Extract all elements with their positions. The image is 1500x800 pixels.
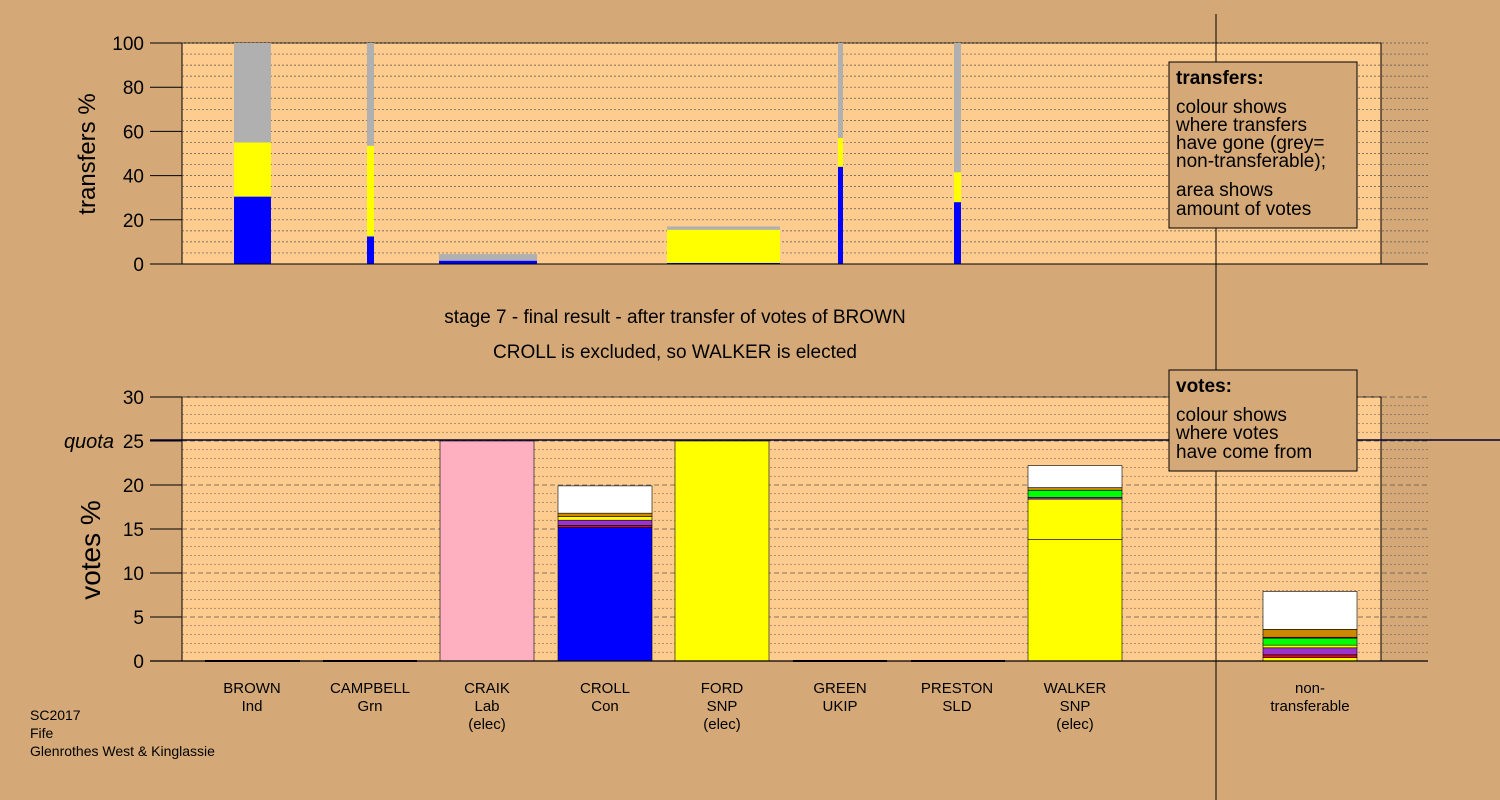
votes-legend-line: have come from (1176, 442, 1312, 463)
candidate-party: Grn (357, 698, 382, 715)
candidate-name: WALKER (1044, 680, 1107, 697)
votes-bar-segment (557, 485, 653, 514)
nontransferable-label: transferable (1270, 698, 1349, 715)
votes-bar-segment (674, 440, 770, 662)
candidate-status: (elec) (703, 716, 741, 733)
votes-bar-segment (557, 512, 653, 517)
candidate-party: UKIP (822, 698, 857, 715)
votes-legend-line: colour shows (1176, 405, 1287, 426)
candidate-name: PRESTON (921, 680, 993, 697)
votes-bar-segment (1262, 629, 1358, 638)
candidate-party: SNP (707, 698, 738, 715)
votes-bar-segment (1027, 465, 1123, 488)
votes-bar-segment (557, 516, 653, 521)
transfers-y-axis-label: transfers % (74, 93, 101, 214)
candidate-name: FORD (701, 680, 744, 697)
votes-tick-label: 25 (123, 432, 144, 453)
footer-ward: Glenrothes West & Kinglassie (30, 743, 215, 759)
transfers-legend-line: amount of votes (1176, 199, 1311, 220)
votes-legend-box (1168, 369, 1358, 472)
votes-legend-title: votes: (1176, 376, 1232, 397)
transfers-bar-segment (954, 202, 961, 264)
votes-bar-segment (1262, 647, 1358, 656)
transfers-legend-line: where transfers (1175, 115, 1307, 136)
transfers-tick-label: 100 (112, 34, 144, 55)
candidate-party: Ind (242, 698, 263, 715)
transfers-bar-segment (667, 229, 780, 263)
candidate-party: SLD (942, 698, 971, 715)
candidate-name: CAMPBELL (330, 680, 410, 697)
votes-bar-segment (439, 440, 535, 662)
stage-title: stage 7 - final result - after transfer … (444, 307, 905, 328)
transfers-bar-segment (838, 166, 843, 264)
footer: SC2017 Fife Glenrothes West & Kinglassie (30, 706, 215, 760)
stage-subtitle: CROLL is excluded, so WALKER is elected (493, 342, 857, 363)
votes-tick-label: 15 (123, 520, 144, 541)
quota-label: quota (64, 431, 114, 453)
candidate-status: (elec) (468, 716, 506, 733)
transfers-legend: transfers: colour shows where transfers … (1168, 61, 1358, 229)
transfers-bar-segment (367, 236, 374, 264)
votes-tick-label: 10 (123, 564, 144, 585)
candidate-party: Con (591, 698, 619, 715)
candidate-name: GREEN (813, 680, 866, 697)
transfers-bar-segment (954, 172, 961, 203)
transfers-tick-label: 20 (123, 211, 144, 232)
transfers-bar-segment (838, 43, 843, 139)
votes-bar-segment (1262, 591, 1358, 630)
votes-bar-segment (557, 519, 653, 526)
candidate-name: CRAIK (464, 680, 510, 697)
footer-election: SC2017 (30, 707, 81, 723)
candidate-status: (elec) (1056, 716, 1094, 733)
votes-tick-label: 0 (133, 652, 144, 673)
nontransferable-label: non- (1295, 680, 1325, 697)
transfers-tick-label: 60 (123, 122, 144, 143)
votes-legend: votes: colour shows where votes have com… (1168, 369, 1358, 472)
transfers-legend-title: transfers: (1176, 68, 1264, 89)
candidate-name: CROLL (580, 680, 630, 697)
transfers-tick-label: 40 (123, 167, 144, 188)
votes-legend-line: where votes (1175, 423, 1278, 444)
transfers-bar-segment (367, 43, 374, 146)
transfers-bar-segment (234, 142, 271, 197)
transfers-legend-line: colour shows (1176, 97, 1287, 118)
votes-bar-segment (1262, 654, 1358, 658)
transfers-legend-line: non-transferable); (1176, 151, 1326, 172)
votes-bar-segment (1027, 498, 1123, 540)
votes-bar-segment (1262, 637, 1358, 646)
transfers-bar-segment (234, 196, 271, 264)
votes-tick-label: 5 (133, 608, 144, 629)
transfers-bar-segment (234, 43, 271, 143)
transfers-bar-segment (954, 43, 961, 173)
transfers-bar-segment (439, 260, 537, 264)
transfers-bar-segment (667, 226, 780, 230)
footer-council: Fife (30, 725, 54, 741)
votes-bar-segment (1262, 644, 1358, 649)
transfers-tick-label: 0 (133, 255, 144, 276)
transfers-legend-line: area shows (1176, 180, 1273, 201)
votes-tick-label: 20 (123, 476, 144, 497)
transfers-bar-segment (367, 145, 374, 237)
votes-y-axis-label: votes % (75, 500, 106, 600)
votes-bar-segment (1027, 539, 1123, 662)
candidate-party: SNP (1060, 698, 1091, 715)
transfers-bar-segment (667, 262, 780, 264)
transfers-legend-line: have gone (grey= (1176, 133, 1324, 154)
candidate-labels: BROWN Ind CAMPBELL Grn CRAIK Lab (elec) … (223, 680, 1349, 733)
candidate-name: BROWN (223, 680, 281, 697)
transfers-bar-segment (838, 138, 843, 167)
votes-bar-segment (1027, 489, 1123, 498)
transfers-bar-segment (439, 254, 537, 261)
votes-bar-segment (557, 526, 653, 662)
votes-bar-segment (1027, 487, 1123, 491)
transfers-tick-label: 80 (123, 78, 144, 99)
votes-tick-label: 30 (123, 388, 144, 409)
transfers-legend-box (1168, 61, 1358, 229)
candidate-party: Lab (474, 698, 499, 715)
